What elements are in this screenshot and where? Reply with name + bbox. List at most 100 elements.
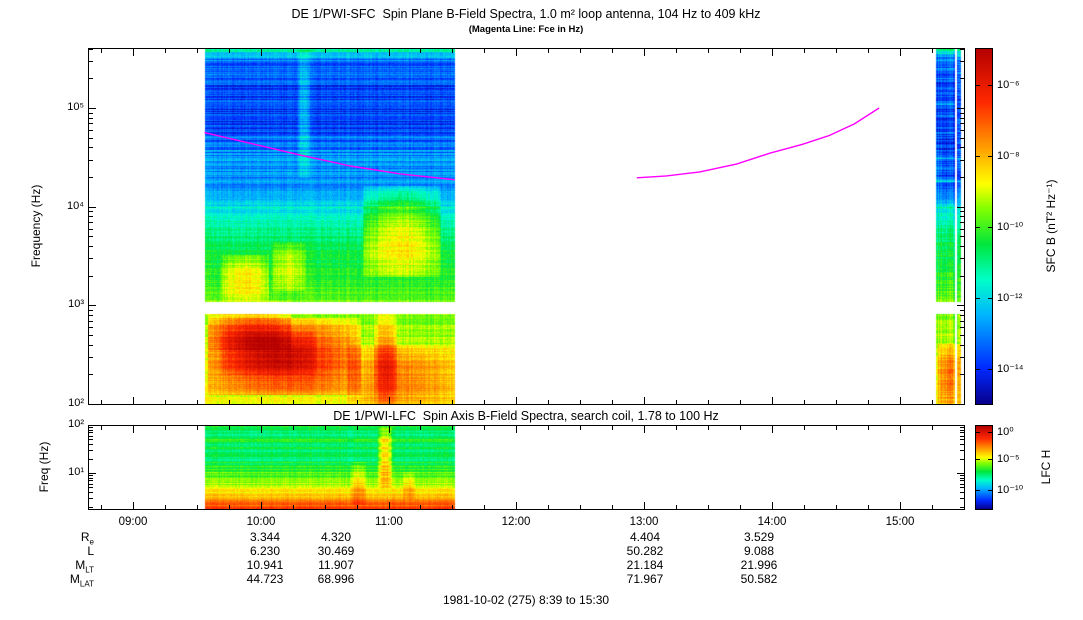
axis-tick xyxy=(957,108,964,109)
axis-tick xyxy=(676,426,677,430)
axis-tick xyxy=(960,484,964,485)
axis-tick xyxy=(960,236,964,237)
time-tick-label: 14:00 xyxy=(757,516,787,528)
colorbar-tick-label: 10⁻¹⁰ xyxy=(997,221,1024,233)
ephemeris-value: 50.582 xyxy=(740,572,778,586)
axis-tick xyxy=(960,229,964,230)
axis-tick xyxy=(133,397,134,404)
axis-tick xyxy=(580,49,581,53)
axis-tick xyxy=(89,78,93,79)
axis-tick xyxy=(420,426,421,430)
ephemeris-value: 50.282 xyxy=(626,544,664,558)
axis-tick xyxy=(165,426,166,430)
axis-tick xyxy=(89,49,93,50)
axis-tick xyxy=(89,138,93,139)
axis-tick xyxy=(89,444,93,445)
axis-tick xyxy=(484,505,485,509)
axis-tick xyxy=(89,236,93,237)
axis-tick xyxy=(612,426,613,430)
axis-tick xyxy=(964,426,965,430)
ephemeris-value: 44.723 xyxy=(246,572,284,586)
ephemeris-row-label-subscript: LT xyxy=(85,565,94,575)
axis-tick xyxy=(293,400,294,404)
axis-tick xyxy=(960,147,964,148)
sfc-subtitle: (Magenta Line: Fce in Hz) xyxy=(468,24,584,35)
axis-tick xyxy=(133,49,134,56)
axis-tick xyxy=(960,507,964,508)
axis-tick xyxy=(89,430,93,431)
axis-tick xyxy=(580,505,581,509)
axis-tick xyxy=(960,211,964,212)
axis-tick xyxy=(676,505,677,509)
axis-tick xyxy=(89,425,96,426)
axis-tick xyxy=(89,222,93,223)
axis-tick xyxy=(89,147,93,148)
axis-tick xyxy=(89,108,96,109)
axis-tick xyxy=(960,138,964,139)
axis-tick xyxy=(548,400,549,404)
axis-tick xyxy=(960,327,964,328)
lfc-colorbar xyxy=(975,425,993,510)
axis-tick xyxy=(89,473,96,474)
axis-tick xyxy=(740,49,741,53)
axis-tick xyxy=(960,498,964,499)
axis-tick xyxy=(165,49,166,53)
axis-tick xyxy=(89,216,93,217)
axis-tick xyxy=(484,426,485,430)
axis-tick xyxy=(836,426,837,430)
axis-tick xyxy=(976,432,980,433)
axis-tick xyxy=(357,426,358,430)
axis-tick xyxy=(676,400,677,404)
axis-tick xyxy=(101,49,102,53)
axis-tick xyxy=(960,430,964,431)
ephemeris-value: 21.996 xyxy=(740,558,778,572)
axis-tick xyxy=(960,310,964,311)
axis-tick xyxy=(988,459,992,460)
axis-tick xyxy=(960,345,964,346)
axis-tick xyxy=(516,426,517,433)
axis-tick xyxy=(89,310,93,311)
colorbar-tick-label: 10⁻⁶ xyxy=(997,79,1020,91)
time-tick-label: 09:00 xyxy=(118,516,148,528)
colorbar-tick-label: 10⁻¹² xyxy=(997,292,1023,304)
ephemeris-row-label: Re xyxy=(80,530,94,547)
axis-tick xyxy=(293,426,294,430)
axis-tick xyxy=(101,505,102,509)
ephemeris-row-label: MLAT xyxy=(69,572,94,589)
axis-tick xyxy=(325,505,326,509)
axis-tick xyxy=(964,505,965,509)
y-tick-label: 10³ xyxy=(68,298,84,310)
axis-tick xyxy=(229,505,230,509)
axis-tick xyxy=(89,498,93,499)
ephemeris-row-label: MLT xyxy=(75,558,94,575)
sfc-colorbar-label: SFC B (nT² Hz⁻¹) xyxy=(1044,179,1058,273)
ephemeris-value: 11.907 xyxy=(318,558,354,572)
axis-tick xyxy=(325,400,326,404)
axis-tick xyxy=(960,475,964,476)
axis-tick xyxy=(740,400,741,404)
sfc-colorbar xyxy=(975,48,993,405)
axis-tick xyxy=(900,502,901,509)
axis-tick xyxy=(804,49,805,53)
colorbar-tick-label: 10⁰ xyxy=(997,426,1014,438)
axis-tick xyxy=(868,426,869,430)
axis-tick xyxy=(960,436,964,437)
time-tick-label: 11:00 xyxy=(375,516,403,528)
axis-tick xyxy=(804,426,805,430)
axis-tick xyxy=(868,49,869,53)
axis-tick xyxy=(988,85,992,86)
axis-tick xyxy=(836,505,837,509)
footer-date-range: 1981-10-02 (275) 8:39 to 15:30 xyxy=(442,593,610,607)
axis-tick xyxy=(389,49,390,56)
axis-tick xyxy=(960,492,964,493)
axis-tick xyxy=(389,502,390,509)
axis-tick xyxy=(101,426,102,430)
axis-tick xyxy=(804,400,805,404)
axis-tick xyxy=(89,374,93,375)
axis-tick xyxy=(988,369,992,370)
axis-tick xyxy=(420,505,421,509)
axis-tick xyxy=(548,505,549,509)
time-tick-label: 12:00 xyxy=(501,516,531,528)
axis-tick xyxy=(957,425,964,426)
axis-tick xyxy=(960,123,964,124)
